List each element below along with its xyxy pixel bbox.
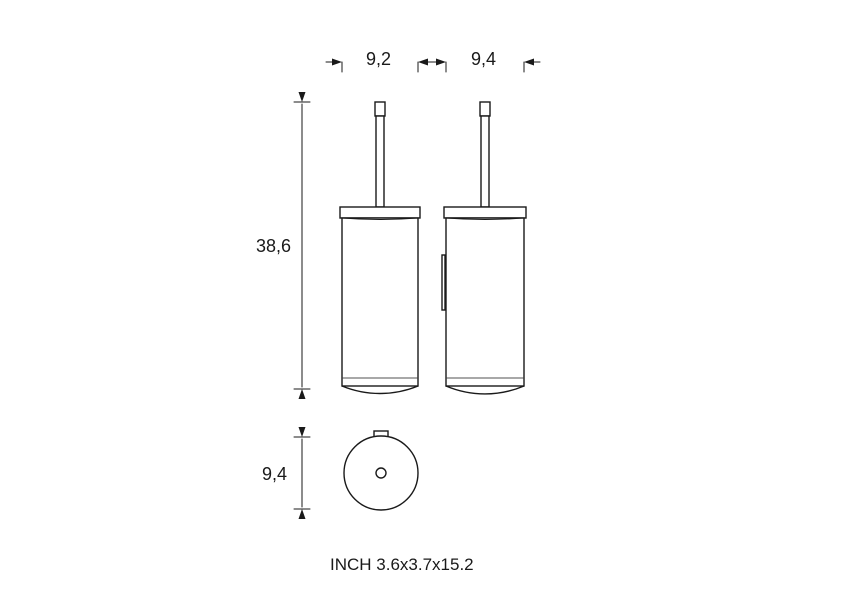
dim-width-side: 9,4 — [471, 49, 496, 70]
drawing-svg — [0, 0, 865, 600]
dim-depth: 9,4 — [262, 464, 287, 485]
dim-width-front: 9,2 — [366, 49, 391, 70]
dim-height: 38,6 — [256, 236, 291, 257]
drawing-canvas: 9,2 9,4 38,6 9,4 INCH 3.6x3.7x15.2 — [0, 0, 865, 600]
inch-dimensions: INCH 3.6x3.7x15.2 — [330, 555, 474, 575]
